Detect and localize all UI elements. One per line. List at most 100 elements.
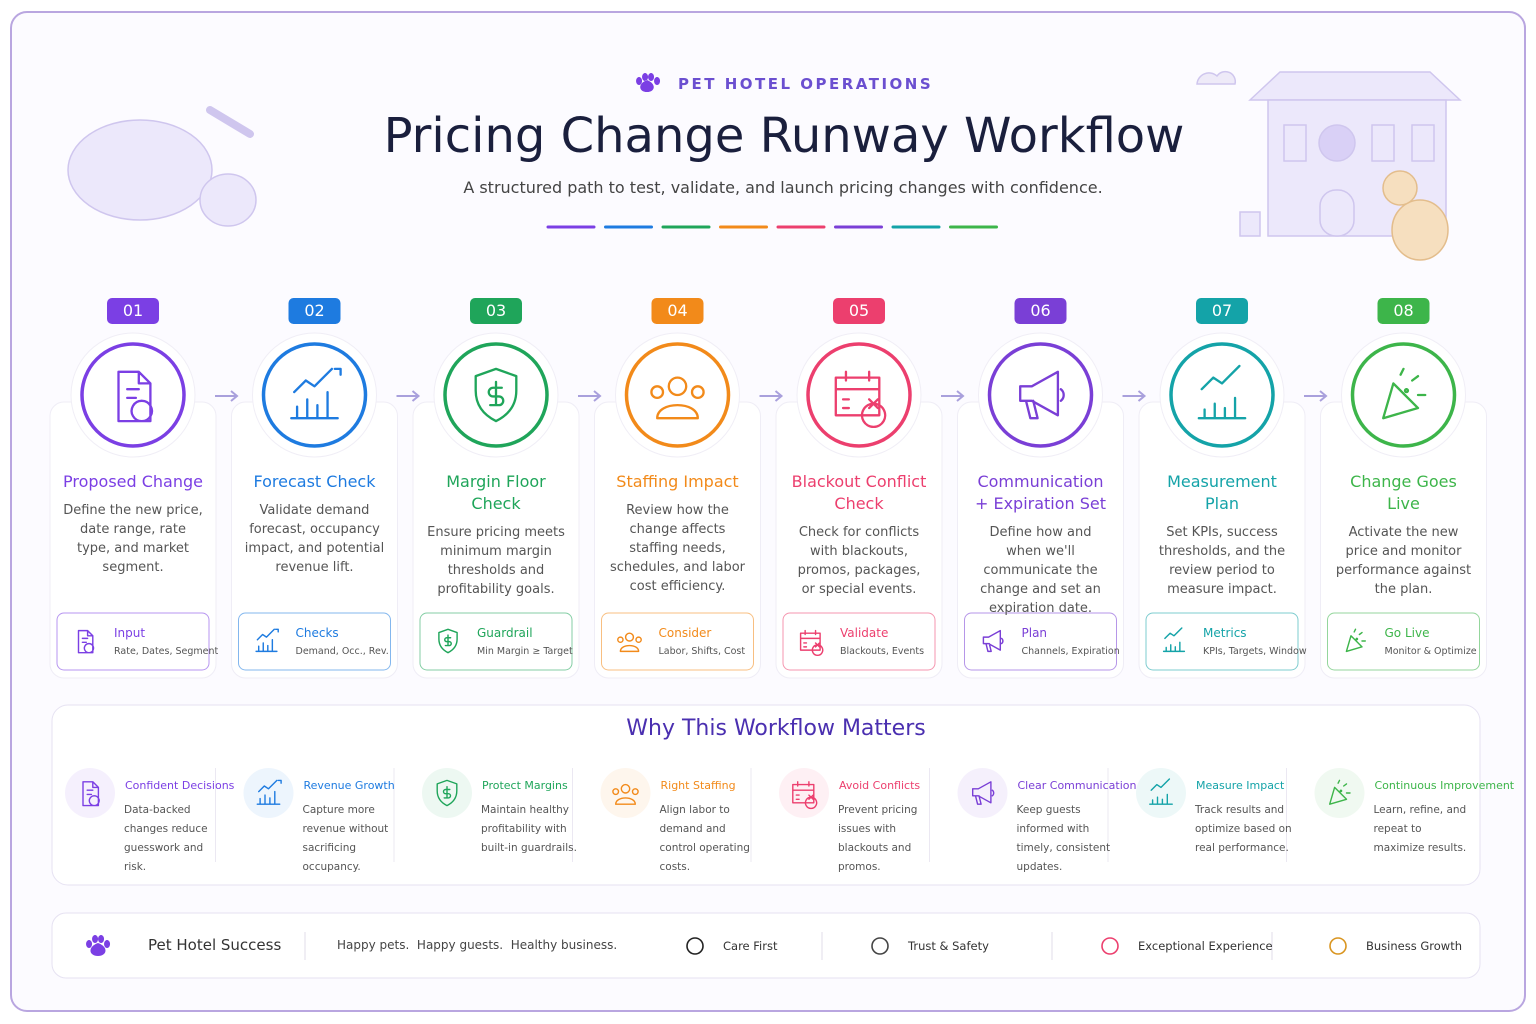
benefit-title: Revenue Growth (303, 779, 395, 792)
step-tag (601, 612, 754, 671)
step-text: Communication + Expiration Set Define how… (963, 471, 1119, 618)
tag-title: Validate (840, 626, 889, 640)
number-badge (1014, 298, 1067, 324)
arrow (396, 390, 421, 402)
step-number: 02 (304, 301, 325, 320)
icon-ring (261, 342, 368, 448)
icon (436, 779, 458, 807)
icon (612, 783, 639, 805)
benefit-icon-bg (65, 768, 115, 818)
icon (117, 370, 154, 423)
subtitle: A structured path to test, validate, and… (463, 178, 1103, 197)
icon (799, 629, 824, 657)
tag-title: Consider (658, 626, 712, 640)
step-title: Change Goes Live (1350, 472, 1462, 513)
icon (255, 628, 279, 653)
benefit-icon-bg (779, 768, 829, 818)
arrow (1122, 390, 1147, 402)
benefit-text: Align labor to demand and control operat… (659, 804, 754, 873)
benefit-title: Confident Decisions (125, 779, 235, 792)
paw-icon (86, 935, 111, 956)
step-number: 07 (1211, 301, 1233, 320)
footer-value: Trust & Safety (908, 939, 989, 953)
step-tag (1145, 612, 1299, 671)
icon (1197, 364, 1247, 420)
number-badge (470, 298, 522, 324)
step-tag (1327, 612, 1480, 671)
step-description: Check for conflicts with blackouts, prom… (797, 525, 925, 597)
icon-ring (1169, 342, 1275, 448)
bed-illustration (67, 106, 257, 227)
benefit-icon-bg (243, 768, 294, 818)
icon (438, 628, 458, 654)
paw-icon (636, 73, 661, 92)
tag-subtitle: Min Margin ≥ Target (477, 646, 573, 657)
step-number: 01 (122, 301, 144, 320)
icon (617, 632, 642, 653)
benefit-text: Capture more revenue without sacrificing… (302, 804, 392, 873)
step-title: Forecast Check (253, 472, 376, 491)
step-text: Staffing Impact Review how the change aff… (600, 471, 756, 596)
benefit-icon-bg (1136, 768, 1186, 818)
step-title: Staffing Impact (616, 472, 739, 491)
icon (290, 367, 342, 420)
step-title: Communication + Expiration Set (974, 472, 1109, 513)
step-number: 03 (485, 301, 507, 320)
benefits-panel (51, 704, 1481, 886)
step-tag (964, 612, 1117, 671)
benefit-title: Continuous Improvement (1374, 779, 1515, 792)
step-description: Set KPIs, success thresholds, and the re… (1158, 525, 1290, 597)
tag-subtitle: Monitor & Optimize (1384, 646, 1477, 657)
benefit-title: Avoid Conflicts (839, 779, 921, 792)
title: Pricing Change Runway Workflow (383, 108, 1185, 164)
eyebrow: PET HOTEL OPERATIONS (678, 75, 934, 93)
step-tag (782, 612, 936, 671)
value-icon (1329, 937, 1347, 955)
benefit-title: Right Staffing (660, 779, 736, 792)
step-description: Define how and when we'll communicate th… (980, 525, 1106, 616)
arrow (1304, 390, 1328, 402)
step-text: Measurement Plan Set KPIs, success thresh… (1144, 471, 1300, 599)
tag-title: Plan (1021, 626, 1048, 640)
icon (1149, 778, 1173, 805)
benefit-title: Protect Margins (482, 779, 568, 792)
icon (1382, 367, 1427, 420)
house-illustration (1196, 70, 1462, 237)
tag-subtitle: Labor, Shifts, Cost (658, 646, 746, 657)
tag-subtitle: Demand, Occ., Rev. (295, 646, 389, 657)
step-text: Change Goes Live Activate the new price a… (1326, 471, 1482, 599)
dog-illustration (1382, 170, 1449, 261)
benefit-text: Prevent pricing issues with blackouts an… (838, 804, 921, 873)
number-badge (288, 298, 341, 324)
icon (1019, 370, 1065, 420)
icon (982, 629, 1004, 653)
number-badge (651, 298, 704, 324)
icon (1345, 628, 1366, 653)
benefit-title: Clear Communication (1017, 779, 1137, 792)
value-icon (1101, 937, 1119, 955)
icon-ring (80, 342, 186, 448)
footer-value: Exceptional Experience (1138, 939, 1273, 953)
number-badge (1196, 298, 1248, 324)
step-title: Proposed Change (62, 472, 203, 491)
step-text: Blackout Conflict Check Check for conflic… (781, 471, 937, 599)
benefit-text: Maintain healthy profitability with buil… (481, 804, 577, 854)
footer-brand: Pet Hotel Success (148, 936, 282, 954)
footer-bar (51, 912, 1481, 979)
step-text: Margin Floor Check Ensure pricing meets m… (418, 471, 574, 599)
icon (834, 370, 887, 429)
icon (77, 629, 95, 654)
icon (82, 781, 100, 807)
benefit-icon-bg (957, 768, 1008, 818)
step-title: Measurement Plan (1167, 472, 1283, 513)
step-text: Forecast Check Validate demand forecast, … (237, 471, 393, 577)
tag-title: Checks (295, 626, 339, 640)
benefit-text: Track results and optimize based on real… (1195, 804, 1296, 854)
step-title: Margin Floor Check (446, 472, 551, 513)
step-number: 05 (848, 301, 870, 320)
step-description: Activate the new price and monitor perfo… (1335, 525, 1476, 597)
number-badge (1377, 298, 1430, 324)
icon-ring (806, 342, 912, 448)
